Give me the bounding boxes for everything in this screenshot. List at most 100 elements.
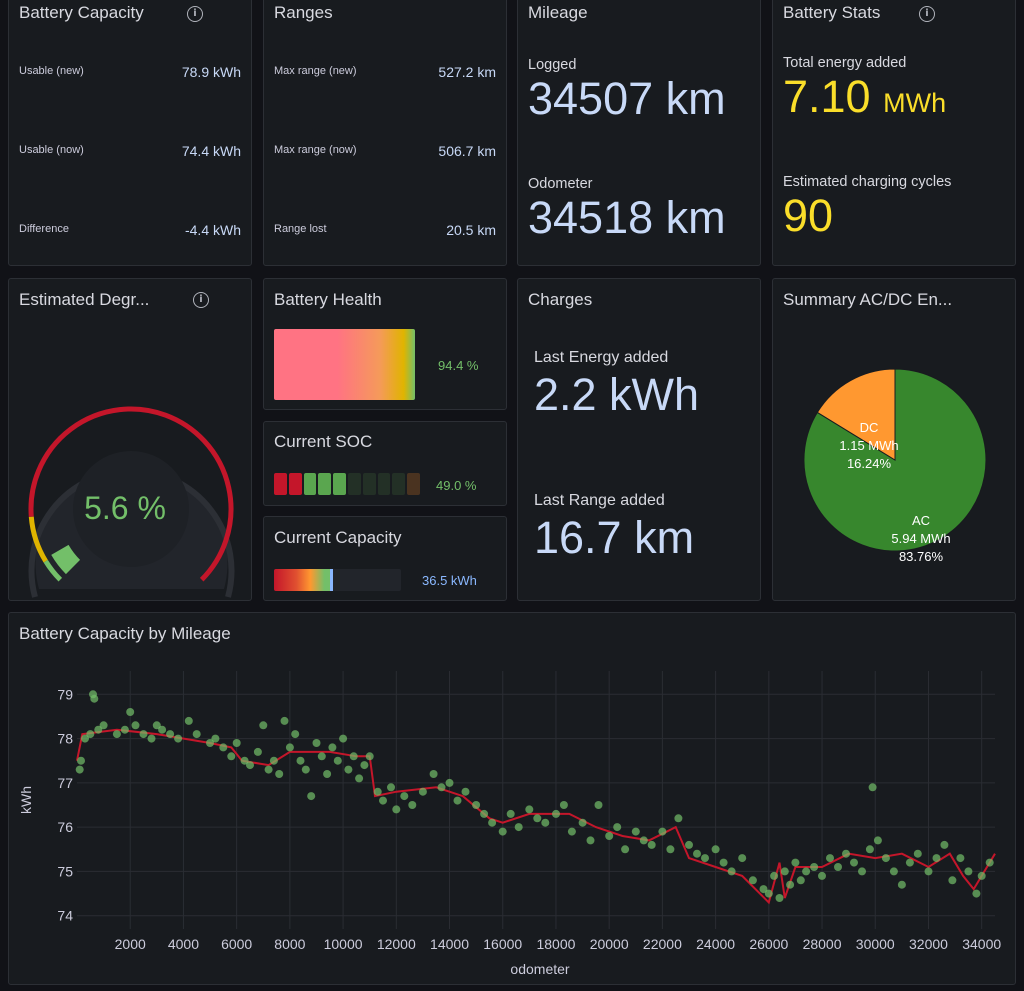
data-point[interactable] <box>166 730 175 739</box>
data-point[interactable] <box>355 774 364 783</box>
data-point[interactable] <box>685 840 693 849</box>
data-point[interactable] <box>948 876 957 885</box>
data-point[interactable] <box>889 867 898 876</box>
data-point[interactable] <box>392 805 401 814</box>
data-point[interactable] <box>913 849 922 858</box>
data-point[interactable] <box>578 818 587 827</box>
data-point[interactable] <box>373 787 382 796</box>
data-point[interactable] <box>780 867 789 876</box>
data-point[interactable] <box>972 889 981 898</box>
data-point[interactable] <box>791 858 800 867</box>
data-point[interactable] <box>488 818 497 827</box>
data-point[interactable] <box>285 743 294 752</box>
data-point[interactable] <box>786 880 795 889</box>
data-point[interactable] <box>932 854 941 863</box>
data-point[interactable] <box>275 770 284 778</box>
data-point[interactable] <box>881 854 890 863</box>
data-point[interactable] <box>541 818 550 827</box>
data-point[interactable] <box>280 716 289 725</box>
data-point[interactable] <box>323 770 332 778</box>
data-point[interactable] <box>211 734 220 743</box>
data-point[interactable] <box>408 801 417 809</box>
data-point[interactable] <box>666 845 675 854</box>
data-point[interactable] <box>552 809 560 818</box>
data-point[interactable] <box>605 832 614 840</box>
data-point[interactable] <box>956 854 965 863</box>
data-point[interactable] <box>131 721 140 730</box>
data-point[interactable] <box>727 867 736 876</box>
data-point[interactable] <box>480 809 489 818</box>
data-point[interactable] <box>219 743 228 752</box>
data-point[interactable] <box>291 730 300 739</box>
data-point[interactable] <box>296 756 305 765</box>
data-point[interactable] <box>418 787 427 796</box>
data-point[interactable] <box>594 801 603 809</box>
data-point[interactable] <box>301 765 310 774</box>
data-point[interactable] <box>429 770 438 778</box>
data-point[interactable] <box>264 765 273 774</box>
data-point[interactable] <box>174 734 183 743</box>
data-point[interactable] <box>977 871 986 880</box>
data-point[interactable] <box>810 863 819 871</box>
data-point[interactable] <box>192 730 201 739</box>
data-point[interactable] <box>77 756 85 765</box>
data-point[interactable] <box>112 730 121 739</box>
data-point[interactable] <box>674 814 683 823</box>
data-point[interactable] <box>240 756 249 765</box>
data-point[interactable] <box>559 801 568 809</box>
data-point[interactable] <box>868 783 877 792</box>
data-point[interactable] <box>360 761 369 770</box>
data-point[interactable] <box>818 871 826 880</box>
data-point[interactable] <box>514 823 523 832</box>
capacity-scatter-chart[interactable]: 74 75 76 77 78 79 2000 4000 6000 8000 10000 12000 1… <box>9 613 1016 985</box>
data-point[interactable] <box>621 845 630 854</box>
data-point[interactable] <box>658 827 667 836</box>
data-point[interactable] <box>158 725 167 734</box>
data-point[interactable] <box>120 725 129 734</box>
data-point[interactable] <box>184 716 193 725</box>
data-point[interactable] <box>858 867 866 876</box>
data-point[interactable] <box>339 734 348 743</box>
data-point[interactable] <box>472 801 481 809</box>
data-point[interactable] <box>639 836 648 845</box>
info-icon[interactable]: i <box>919 6 935 22</box>
info-icon[interactable]: i <box>193 292 209 308</box>
data-point[interactable] <box>693 849 701 858</box>
data-point[interactable] <box>738 854 747 863</box>
data-point[interactable] <box>586 836 595 845</box>
data-point[interactable] <box>940 840 949 849</box>
data-point[interactable] <box>719 858 728 867</box>
data-point[interactable] <box>985 858 994 867</box>
data-point[interactable] <box>312 739 321 747</box>
data-point[interactable] <box>850 858 858 867</box>
data-point[interactable] <box>770 871 779 880</box>
data-point[interactable] <box>365 752 374 761</box>
data-point[interactable] <box>525 805 534 814</box>
data-point[interactable] <box>379 796 387 805</box>
data-point[interactable] <box>533 814 542 823</box>
data-point[interactable] <box>246 761 254 770</box>
data-point[interactable] <box>775 894 784 902</box>
data-point[interactable] <box>437 783 446 792</box>
data-point[interactable] <box>139 730 148 739</box>
data-point[interactable] <box>90 694 99 703</box>
data-point[interactable] <box>826 854 834 863</box>
data-point[interactable] <box>400 792 409 801</box>
data-point[interactable] <box>613 823 622 832</box>
data-point[interactable] <box>701 854 709 863</box>
data-point[interactable] <box>94 725 103 734</box>
data-point[interactable] <box>631 827 640 836</box>
data-point[interactable] <box>253 747 262 756</box>
data-point[interactable] <box>232 739 241 747</box>
data-point[interactable] <box>647 840 656 849</box>
data-point[interactable] <box>99 721 108 730</box>
data-point[interactable] <box>86 730 95 739</box>
data-point[interactable] <box>567 827 576 836</box>
data-point[interactable] <box>126 708 135 716</box>
data-point[interactable] <box>269 756 278 765</box>
pie-slice-dc[interactable] <box>816 368 896 461</box>
data-point[interactable] <box>317 752 326 761</box>
data-point[interactable] <box>748 876 757 885</box>
data-point[interactable] <box>75 765 84 774</box>
data-point[interactable] <box>865 845 874 854</box>
